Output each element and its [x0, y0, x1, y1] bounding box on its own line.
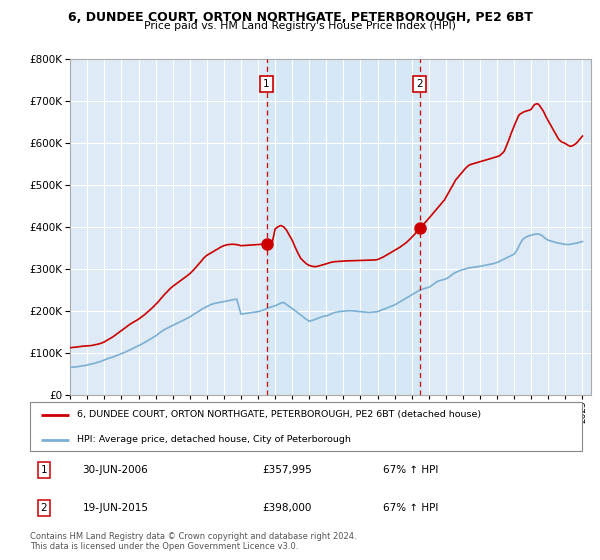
- Text: 6, DUNDEE COURT, ORTON NORTHGATE, PETERBOROUGH, PE2 6BT: 6, DUNDEE COURT, ORTON NORTHGATE, PETERB…: [68, 11, 532, 24]
- Text: 1: 1: [40, 465, 47, 475]
- Text: 19-JUN-2015: 19-JUN-2015: [82, 503, 148, 513]
- Text: 2: 2: [416, 79, 423, 89]
- Text: 2: 2: [40, 503, 47, 513]
- Bar: [266, 59, 420, 395]
- Text: 30-JUN-2006: 30-JUN-2006: [82, 465, 148, 475]
- Text: 1: 1: [263, 79, 270, 89]
- Text: 67% ↑ HPI: 67% ↑ HPI: [383, 503, 439, 513]
- Text: HPI: Average price, detached house, City of Peterborough: HPI: Average price, detached house, City…: [77, 436, 351, 445]
- FancyBboxPatch shape: [30, 402, 582, 451]
- Text: Price paid vs. HM Land Registry's House Price Index (HPI): Price paid vs. HM Land Registry's House …: [144, 21, 456, 31]
- Text: £357,995: £357,995: [262, 465, 311, 475]
- Text: Contains HM Land Registry data © Crown copyright and database right 2024.
This d: Contains HM Land Registry data © Crown c…: [30, 532, 356, 552]
- Text: 6, DUNDEE COURT, ORTON NORTHGATE, PETERBOROUGH, PE2 6BT (detached house): 6, DUNDEE COURT, ORTON NORTHGATE, PETERB…: [77, 410, 481, 419]
- Text: £398,000: £398,000: [262, 503, 311, 513]
- Text: 67% ↑ HPI: 67% ↑ HPI: [383, 465, 439, 475]
